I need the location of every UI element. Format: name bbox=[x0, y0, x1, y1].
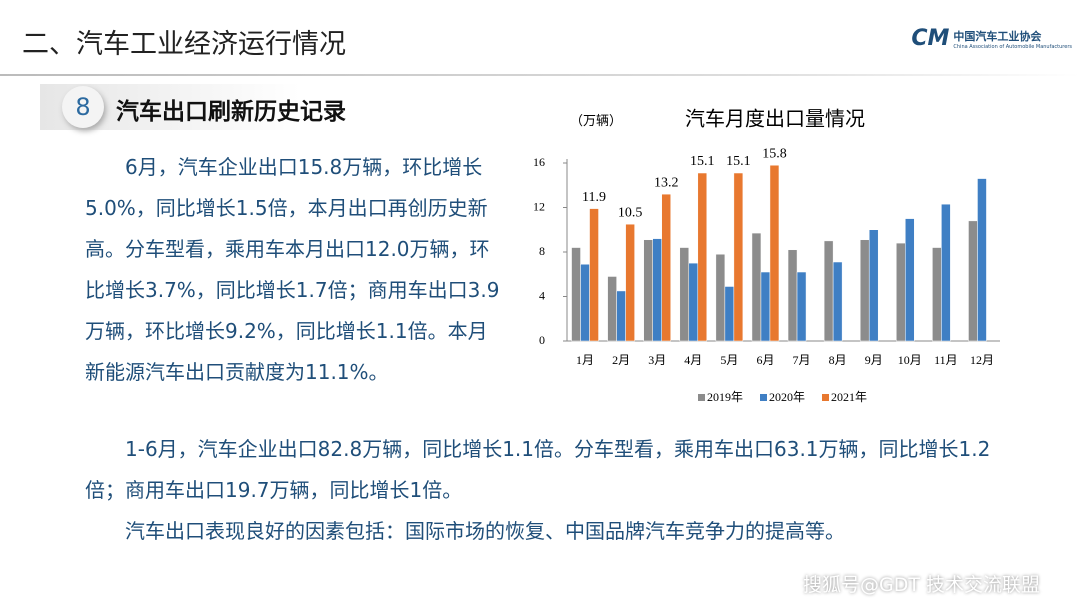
x-tick-label: 11月 bbox=[934, 353, 958, 367]
bar bbox=[715, 253, 726, 342]
bar bbox=[661, 193, 671, 342]
y-tick-label: 12 bbox=[533, 199, 545, 213]
legend-swatch bbox=[822, 394, 829, 401]
paragraph: 1-6月，汽车企业出口82.8万辆，同比增长1.1倍。分车型看，乘用车出口63.… bbox=[85, 437, 991, 502]
x-tick-label: 1月 bbox=[576, 353, 594, 367]
y-tick-label: 4 bbox=[539, 288, 545, 302]
bar bbox=[697, 172, 708, 342]
x-tick-label: 10月 bbox=[898, 353, 922, 367]
bar bbox=[896, 242, 906, 342]
watermark: 搜狐号@GDT 技术交流联盟 bbox=[803, 574, 1040, 596]
bar bbox=[724, 286, 735, 342]
x-tick-label: 12月 bbox=[970, 353, 994, 367]
chart-title: 汽车月度出口量情况 bbox=[685, 108, 865, 131]
y-axis-label: （万辆） bbox=[570, 113, 622, 128]
data-label: 15.1 bbox=[690, 154, 715, 169]
x-tick-label: 6月 bbox=[756, 353, 774, 367]
logo-subtitle: China Association of Automobile Manufact… bbox=[953, 43, 1072, 50]
header-title: 二、汽车工业经济运行情况 bbox=[22, 29, 346, 60]
bar bbox=[652, 238, 662, 342]
bar bbox=[941, 203, 951, 342]
logo-name: 中国汽车工业协会 bbox=[953, 29, 1042, 43]
data-label: 13.2 bbox=[654, 175, 679, 190]
legend-label: 2019年 bbox=[707, 390, 743, 404]
legend-swatch bbox=[698, 394, 705, 401]
bar bbox=[796, 271, 807, 342]
bar bbox=[751, 232, 762, 342]
bar bbox=[968, 220, 978, 342]
paragraph: 6月，汽车企业出口15.8万辆，环比增长5.0%，同比增长1.5倍，本月出口再创… bbox=[85, 155, 500, 384]
x-tick-label: 5月 bbox=[720, 353, 738, 367]
bar bbox=[932, 247, 942, 342]
bar bbox=[616, 290, 626, 342]
legend-label: 2021年 bbox=[831, 390, 867, 404]
x-tick-label: 4月 bbox=[684, 353, 702, 367]
bar bbox=[589, 208, 599, 342]
x-tick-label: 2月 bbox=[612, 353, 630, 367]
bar bbox=[859, 239, 870, 342]
x-tick-label: 7月 bbox=[793, 353, 811, 367]
bar bbox=[868, 229, 879, 342]
section-title: 汽车出口刷新历史记录 bbox=[116, 99, 346, 125]
bar bbox=[905, 218, 915, 342]
y-tick-label: 8 bbox=[539, 244, 545, 258]
y-tick-label: 0 bbox=[539, 333, 545, 347]
logo-mark: CM bbox=[911, 26, 950, 51]
legend-label: 2020年 bbox=[769, 390, 805, 404]
bar bbox=[607, 276, 617, 342]
x-tick-label: 3月 bbox=[648, 353, 666, 367]
y-tick-label: 16 bbox=[533, 155, 545, 169]
bar bbox=[643, 239, 653, 342]
bar bbox=[823, 240, 834, 342]
data-label: 15.1 bbox=[726, 154, 751, 169]
bar bbox=[832, 261, 843, 342]
legend-swatch bbox=[760, 394, 767, 401]
bar bbox=[679, 247, 690, 342]
bar bbox=[625, 223, 635, 342]
bar bbox=[688, 262, 699, 342]
bar bbox=[977, 178, 987, 342]
header-rule bbox=[0, 74, 1080, 76]
section-number: 8 bbox=[62, 86, 104, 128]
bar bbox=[787, 249, 798, 342]
data-label: 10.5 bbox=[618, 205, 643, 220]
logo: CM 中国汽车工业协会 China Association of Automob… bbox=[911, 26, 1072, 51]
data-label: 15.8 bbox=[762, 146, 787, 161]
bar bbox=[571, 247, 581, 342]
bar bbox=[580, 263, 590, 342]
bar bbox=[760, 271, 771, 342]
paragraph: 汽车出口表现良好的因素包括：国际市场的恢复、中国品牌汽车竞争力的提高等。 bbox=[125, 519, 845, 543]
bar bbox=[733, 172, 744, 342]
data-label: 11.9 bbox=[582, 190, 606, 205]
x-tick-label: 8月 bbox=[829, 353, 847, 367]
bar bbox=[769, 164, 780, 342]
x-tick-label: 9月 bbox=[865, 353, 883, 367]
